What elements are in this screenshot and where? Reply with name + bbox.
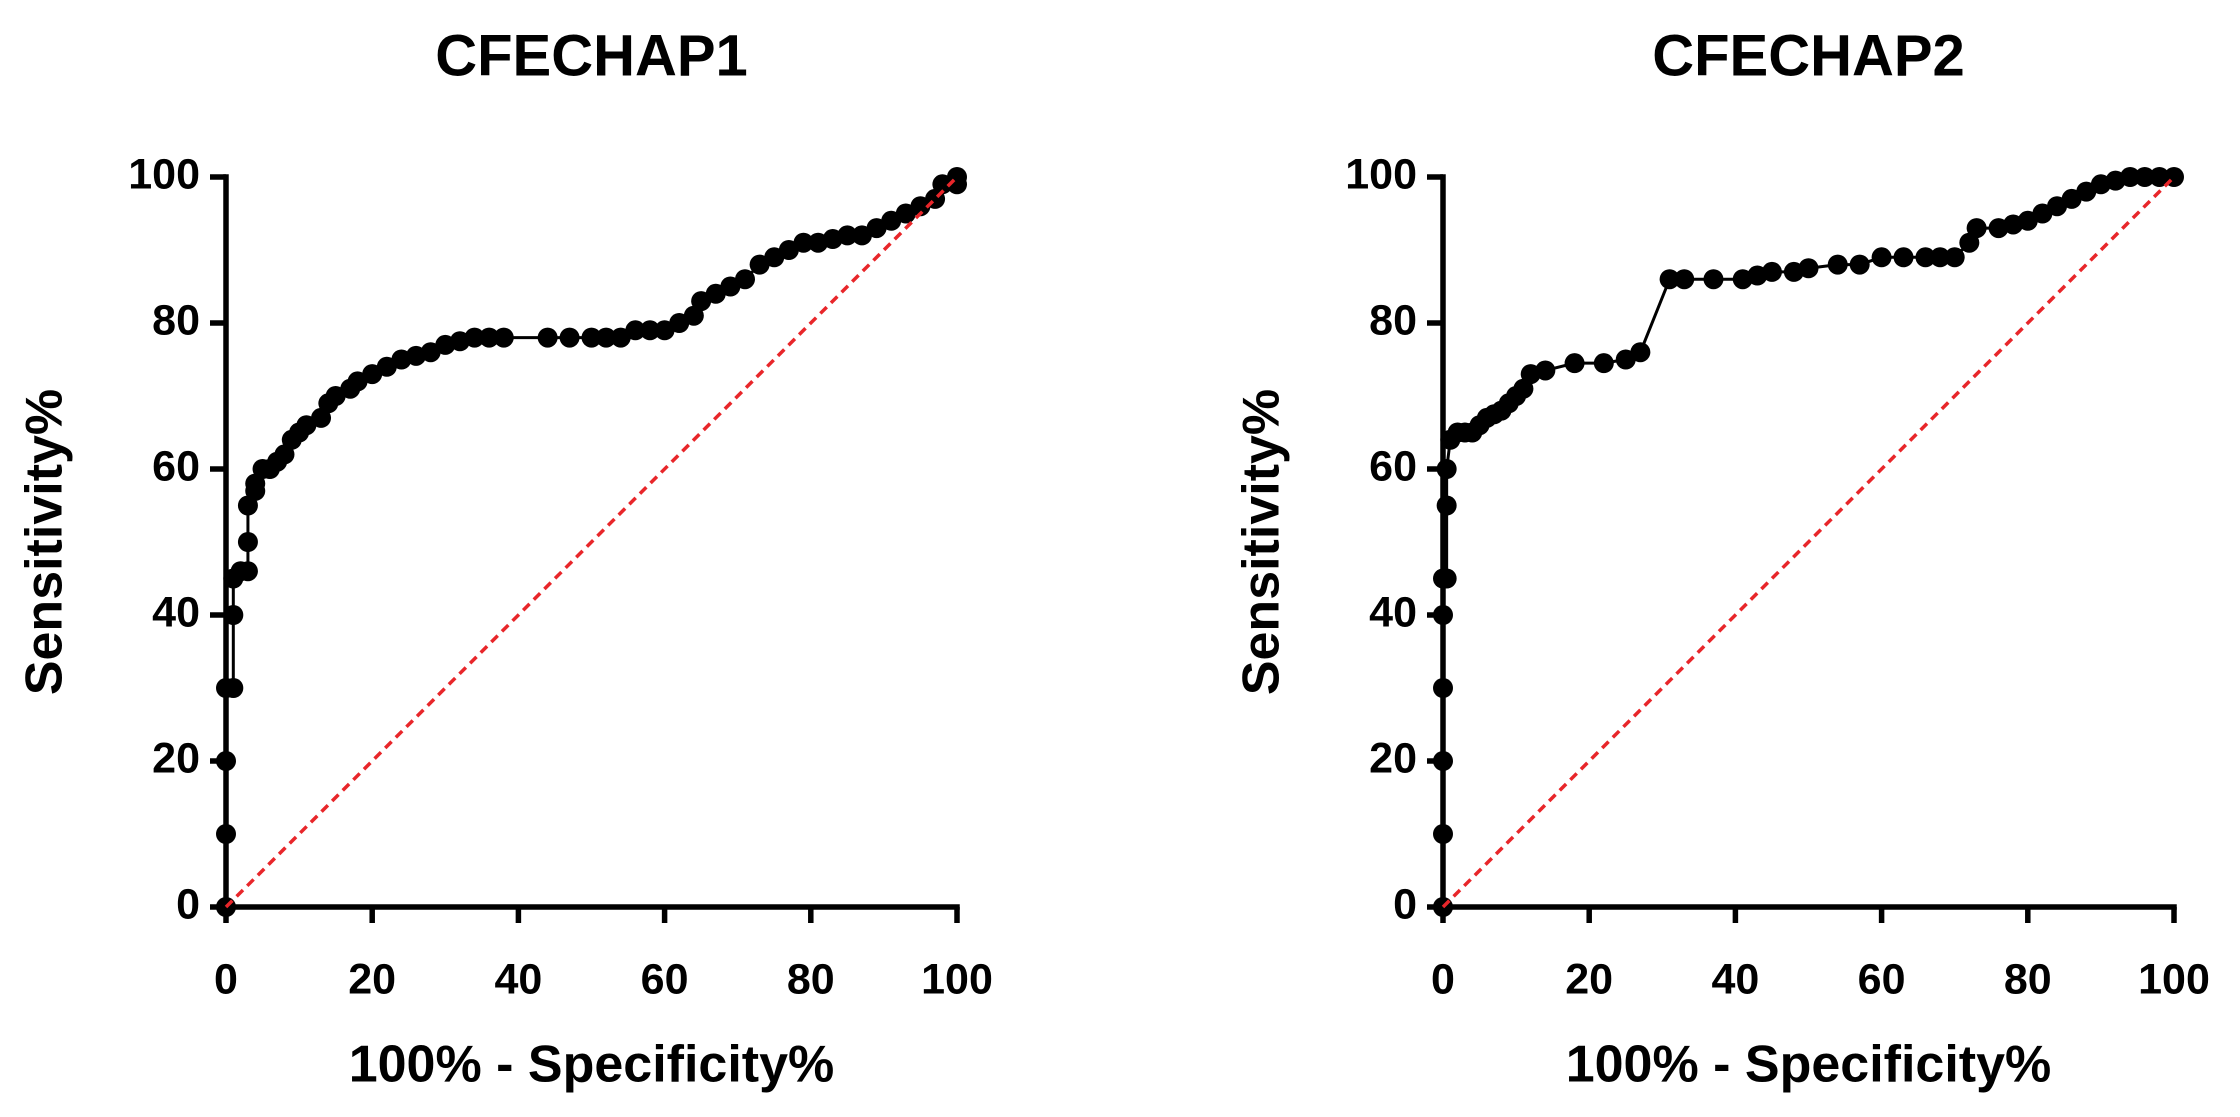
data-point bbox=[1630, 342, 1651, 363]
y-tick-label: 40 bbox=[152, 588, 200, 636]
chart-panel: CFECHAP2 100% - Specificity% Sensitivity% 0… bbox=[1233, 23, 2210, 1093]
data-point bbox=[1659, 269, 1680, 290]
y-tick-label: 100 bbox=[1345, 150, 1417, 198]
data-point bbox=[223, 678, 244, 698]
data-point bbox=[216, 824, 236, 844]
data-point bbox=[1703, 269, 1724, 290]
data-point bbox=[479, 327, 500, 348]
data-point bbox=[837, 225, 858, 246]
data-point bbox=[1436, 495, 1457, 516]
data-point bbox=[237, 561, 258, 582]
y-tick-label: 60 bbox=[1369, 442, 1417, 490]
x-axis-label: 100% - Specificity% bbox=[1566, 1036, 2052, 1094]
data-point bbox=[464, 327, 485, 348]
data-point bbox=[1930, 247, 1951, 268]
x-tick-label: 0 bbox=[1431, 955, 1455, 1003]
y-axis-label: Sensitivity% bbox=[1233, 389, 1291, 695]
data-point bbox=[1535, 360, 1556, 381]
x-tick-label: 20 bbox=[348, 955, 396, 1003]
y-tick-label: 40 bbox=[1369, 588, 1417, 636]
data-point bbox=[1849, 254, 1870, 275]
data-point bbox=[1827, 254, 1848, 275]
data-point bbox=[216, 751, 236, 771]
data-point bbox=[493, 327, 514, 348]
data-point bbox=[1436, 459, 1457, 479]
x-tick-label: 60 bbox=[1858, 955, 1906, 1003]
data-point bbox=[625, 320, 646, 341]
data-point bbox=[1433, 605, 1453, 625]
x-axis-label: 100% - Specificity% bbox=[349, 1036, 835, 1094]
data-point bbox=[537, 327, 558, 348]
x-tick-label: 100 bbox=[2138, 955, 2210, 1003]
data-point bbox=[559, 327, 580, 348]
x-tick-label: 60 bbox=[641, 955, 689, 1003]
chart-title: CFECHAP2 bbox=[1652, 23, 1965, 88]
data-point bbox=[581, 327, 602, 348]
data-point bbox=[1761, 261, 1782, 282]
chart-panel: CFECHAP1 100% - Specificity% Sensitivity% 0… bbox=[16, 23, 993, 1093]
chart-title: CFECHAP1 bbox=[435, 23, 748, 88]
data-point bbox=[793, 232, 814, 253]
data-point bbox=[1871, 247, 1892, 268]
y-tick-label: 60 bbox=[152, 442, 200, 490]
data-point bbox=[639, 320, 660, 341]
data-point bbox=[2134, 167, 2155, 187]
data-point bbox=[1433, 824, 1453, 844]
y-tick-label: 0 bbox=[176, 880, 200, 928]
x-tick-label: 80 bbox=[787, 955, 835, 1003]
data-point bbox=[1564, 353, 1585, 374]
y-tick-label: 80 bbox=[152, 296, 200, 344]
y-tick-label: 20 bbox=[1369, 734, 1417, 782]
x-tick-label: 80 bbox=[2004, 955, 2052, 1003]
data-point bbox=[2120, 167, 2141, 187]
x-tick-label: 40 bbox=[494, 955, 542, 1003]
y-tick-label: 0 bbox=[1393, 880, 1417, 928]
y-axis-label: Sensitivity% bbox=[16, 389, 74, 695]
data-point bbox=[2149, 167, 2170, 187]
x-tick-label: 100 bbox=[921, 955, 993, 1003]
data-point bbox=[1436, 568, 1457, 589]
x-tick-label: 40 bbox=[1711, 955, 1759, 1003]
data-point bbox=[237, 532, 258, 552]
data-point bbox=[1674, 269, 1695, 290]
reference-line bbox=[224, 175, 959, 909]
data-point bbox=[1944, 247, 1965, 268]
data-point bbox=[1915, 247, 1936, 268]
data-point bbox=[1433, 751, 1453, 771]
data-point bbox=[1593, 353, 1614, 374]
data-point bbox=[735, 269, 756, 290]
data-point bbox=[223, 605, 244, 625]
y-tick-label: 100 bbox=[128, 150, 200, 198]
data-point bbox=[1433, 678, 1453, 698]
data-point bbox=[596, 327, 617, 348]
data-point bbox=[1966, 218, 1987, 239]
y-tick-label: 80 bbox=[1369, 296, 1417, 344]
data-point bbox=[1893, 247, 1914, 268]
data-point bbox=[1798, 258, 1819, 279]
x-tick-label: 20 bbox=[1565, 955, 1613, 1003]
reference-line bbox=[1441, 175, 2176, 909]
x-tick-label: 0 bbox=[214, 955, 238, 1003]
y-tick-label: 20 bbox=[152, 734, 200, 782]
